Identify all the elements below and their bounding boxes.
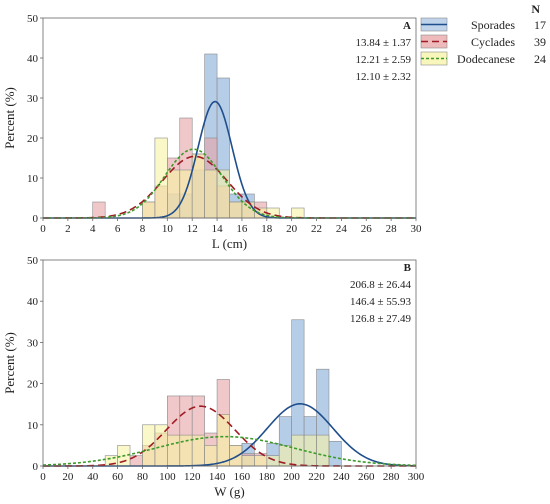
- x-tick-label: 14: [212, 223, 224, 235]
- bar-dodecanese: [254, 455, 268, 467]
- panel-a-stat-cyclades: 12.21 ± 2.59: [355, 54, 411, 66]
- x-tick-label: 40: [87, 471, 99, 483]
- x-tick-label: 24: [336, 223, 348, 235]
- bar-dodecanese: [291, 434, 305, 467]
- bar-dodecanese: [142, 424, 156, 467]
- x-tick-label: 140: [209, 471, 226, 483]
- x-tick-label: 60: [112, 471, 124, 483]
- legend-header: N: [531, 2, 540, 16]
- panel-b-plot-frame: [42, 259, 417, 467]
- y-tick-label: 30: [27, 93, 39, 105]
- legend-item-dodecanese: Dodecanese 24: [420, 51, 546, 66]
- panel-b-stat-sporades: 206.8 ± 26.44: [350, 279, 412, 291]
- legend-name: Cyclades: [471, 35, 515, 49]
- panel-b-y-axis-label: Percent (%): [2, 332, 17, 394]
- y-tick-label: 20: [27, 379, 39, 391]
- x-tick-label: 6: [115, 223, 121, 235]
- panel-a-stat-sporades: 13.84 ± 1.37: [355, 37, 411, 49]
- y-tick-label: 10: [27, 173, 39, 185]
- x-tick-label: 12: [187, 223, 198, 235]
- x-tick-label: 80: [137, 471, 149, 483]
- x-tick-label: 180: [259, 471, 276, 483]
- x-tick-label: 26: [361, 223, 373, 235]
- y-tick-label: 30: [27, 337, 39, 349]
- x-tick-label: 260: [358, 471, 375, 483]
- x-tick-label: 2: [65, 223, 71, 235]
- panel-b-bars: [104, 319, 342, 467]
- panel-a-x-axis-label: L (cm): [212, 236, 247, 251]
- bar-sporades: [328, 440, 342, 467]
- x-tick-label: 4: [90, 223, 96, 235]
- y-tick-label: 50: [27, 255, 39, 267]
- bar-dodecanese: [142, 201, 156, 219]
- panel-b-label: B: [404, 262, 412, 274]
- x-tick-label: 10: [162, 223, 174, 235]
- legend-count: 24: [534, 52, 546, 66]
- bar-dodecanese: [229, 201, 243, 219]
- y-tick-label: 40: [27, 296, 39, 308]
- bar-dodecanese: [167, 434, 181, 467]
- x-tick-label: 100: [159, 471, 176, 483]
- y-tick-label: 0: [33, 461, 39, 473]
- panel-b-stat-cyclades: 146.4 ± 55.93: [350, 296, 412, 308]
- bar-dodecanese: [191, 434, 205, 467]
- legend-item-cyclades: Cyclades 39: [420, 34, 546, 49]
- x-tick-label: 240: [333, 471, 350, 483]
- legend-items: Sporades 17 Cyclades 39 Dodecanese 24: [420, 17, 546, 66]
- y-tick-label: 40: [27, 53, 39, 65]
- legend-name: Dodecanese: [457, 52, 515, 66]
- panel-a-bars: [92, 53, 305, 219]
- density-curve-cyclades: [43, 405, 416, 467]
- x-tick-label: 160: [234, 471, 251, 483]
- panel-a-stat-dodecanese: 12.10 ± 2.32: [355, 71, 411, 83]
- y-tick-label: 10: [27, 420, 39, 432]
- bar-cyclades: [92, 201, 106, 219]
- x-tick-label: 20: [62, 471, 74, 483]
- legend-count: 17: [534, 18, 546, 32]
- panel-a-x-ticks: 0 2 4 6 8 10 12 14 16 18 20 22 24 26 28 30: [40, 218, 422, 235]
- x-tick-label: 28: [386, 223, 398, 235]
- bar-dodecanese: [204, 445, 218, 467]
- bar-dodecanese: [291, 207, 305, 219]
- x-tick-label: 22: [311, 223, 322, 235]
- x-tick-label: 280: [383, 471, 400, 483]
- bars-dodecanese: [142, 137, 305, 219]
- x-tick-label: 300: [408, 471, 425, 483]
- panel-a: 0 2 4 6 8 10 12 14 16 18 20 22 24 26 28 30 01020304050 …: [2, 13, 422, 251]
- legend-name: Sporades: [471, 18, 515, 32]
- x-tick-label: 16: [236, 223, 248, 235]
- x-tick-label: 30: [411, 223, 423, 235]
- legend-count: 39: [534, 35, 546, 49]
- bar-dodecanese: [229, 445, 243, 467]
- x-tick-label: 0: [40, 471, 46, 483]
- panel-a-plot-frame: [42, 17, 417, 219]
- legend-item-sporades: Sporades 17: [420, 17, 546, 32]
- panel-b-x-ticks: 0 20 40 60 80 100 120 140 160 180 200 220 240 260 280 3…: [40, 466, 425, 483]
- panel-b-y-ticks: 0 10 20 30 40 50: [27, 255, 43, 473]
- x-tick-label: 8: [140, 223, 146, 235]
- bar-dodecanese: [167, 169, 181, 219]
- bar-dodecanese: [204, 169, 218, 219]
- legend: N Sporades 17 Cyclades 39 Dodecanese 24: [420, 2, 546, 66]
- x-tick-label: 220: [308, 471, 325, 483]
- panel-b-x-axis-label: W (g): [214, 484, 244, 499]
- bar-dodecanese: [316, 434, 330, 467]
- x-tick-label: 120: [184, 471, 201, 483]
- x-tick-label: 18: [261, 223, 273, 235]
- y-tick-label: 0: [33, 213, 39, 225]
- y-tick-label: 50: [27, 13, 39, 25]
- panel-a-y-ticks: 0 10 20 30 40 50: [27, 13, 43, 225]
- x-tick-label: 0: [40, 223, 46, 235]
- bar-dodecanese: [241, 455, 255, 467]
- density-curve-dodecanese: [42, 435, 417, 467]
- panel-a-label: A: [403, 20, 411, 32]
- panel-b: 0 20 40 60 80 100 120 140 160 180 200 220 240 260 280 3…: [2, 255, 425, 499]
- x-tick-label: 20: [286, 223, 298, 235]
- panel-a-y-axis-label: Percent (%): [2, 87, 17, 149]
- x-tick-label: 200: [283, 471, 300, 483]
- y-tick-label: 20: [27, 133, 39, 145]
- bar-dodecanese: [179, 434, 193, 467]
- panel-b-stat-dodecanese: 126.8 ± 27.49: [350, 313, 412, 325]
